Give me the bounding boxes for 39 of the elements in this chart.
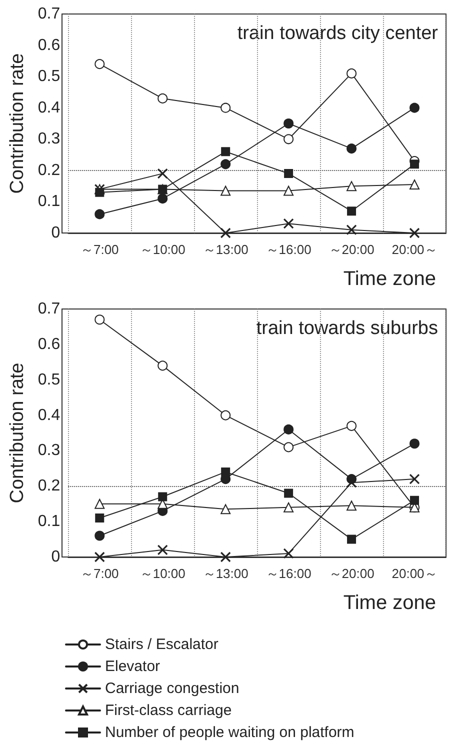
legend-label: Elevator (105, 658, 160, 675)
y-tick-label: 0.1 (38, 513, 60, 530)
y-tick-label: 0.4 (38, 99, 60, 116)
y-axis-title: Contribution rate (7, 362, 28, 504)
x-tick-label: ～13:00 (202, 242, 248, 257)
annotation: train towards suburbs (256, 318, 438, 339)
x-axis-title: Time zone (343, 268, 436, 290)
annotation: train towards city center (237, 23, 439, 44)
legend-label: Carriage congestion (105, 680, 240, 697)
y-tick-label: 0.5 (38, 371, 60, 388)
y-tick-label: 0.5 (38, 68, 60, 86)
legend-label: Number of people waiting on platform (105, 724, 354, 741)
y-tick-label: 0.6 (38, 336, 60, 353)
y-tick-label: 0.1 (38, 193, 60, 210)
x-tick-label: ～16:00 (266, 566, 312, 581)
x-tick-label: 20:00～ (392, 566, 438, 581)
y-tick-label: 0.6 (38, 36, 60, 54)
y-tick-label: 0.2 (38, 478, 60, 495)
y-tick-label: 0.4 (38, 406, 60, 424)
x-tick-label: ～7:00 (80, 242, 119, 257)
x-tick-label: ～10:00 (140, 242, 186, 257)
y-tick-label: 0 (51, 224, 60, 242)
y-axis-title: Contribution rate (7, 53, 28, 194)
legend-label: First-class carriage (105, 702, 232, 719)
y-tick-label: 0 (51, 548, 60, 566)
y-tick-label: 0.3 (38, 130, 60, 148)
y-tick-label: 0.7 (38, 300, 60, 318)
legend-label: Stairs / Escalator (105, 636, 218, 653)
x-tick-label: ～20:00 (328, 566, 374, 581)
y-tick-label: 0.7 (38, 6, 60, 22)
x-tick-label: ～7:00 (80, 566, 119, 581)
y-tick-label: 0.3 (38, 442, 60, 460)
x-tick-label: ～13:00 (202, 566, 248, 581)
y-tick-label: 0.2 (38, 162, 60, 179)
x-tick-label: ～20:00 (328, 242, 374, 257)
x-tick-label: ～16:00 (266, 242, 312, 257)
x-axis-title: Time zone (343, 592, 436, 614)
x-tick-label: ～10:00 (140, 566, 186, 581)
x-tick-label: 20:00～ (392, 242, 438, 257)
